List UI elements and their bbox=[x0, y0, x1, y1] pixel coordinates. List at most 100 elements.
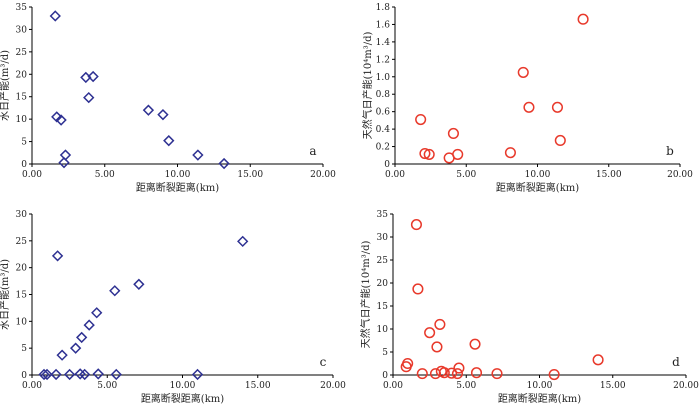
y-tick-label: 30 bbox=[16, 210, 28, 220]
data-point bbox=[548, 368, 560, 381]
data-point bbox=[110, 368, 122, 381]
x-tick-label: 5.00 bbox=[456, 381, 476, 391]
data-point bbox=[58, 156, 70, 169]
y-tick-label: 0.8 bbox=[376, 90, 391, 100]
data-point bbox=[83, 319, 95, 331]
data-point bbox=[49, 10, 61, 22]
x-tick-label: 15.00 bbox=[245, 381, 271, 391]
y-tick-label: 20 bbox=[16, 264, 28, 274]
y-tick-label: 25 bbox=[16, 48, 28, 58]
x-axis-label: 距离断裂距离(km) bbox=[136, 181, 219, 194]
data-point bbox=[438, 367, 450, 379]
data-point bbox=[423, 148, 435, 160]
y-tick-label: 5 bbox=[382, 348, 388, 358]
data-point bbox=[453, 362, 465, 374]
x-tick-label: 0.00 bbox=[22, 381, 42, 391]
data-point bbox=[419, 147, 431, 160]
data-point bbox=[429, 368, 442, 380]
data-point bbox=[191, 368, 204, 381]
data-point bbox=[469, 338, 481, 350]
data-point bbox=[83, 91, 95, 104]
y-tick-label: 15 bbox=[16, 291, 28, 301]
x-tick-label: 20.00 bbox=[667, 170, 693, 180]
panel-letter: a bbox=[309, 144, 316, 158]
chart-panel-b: 0.00 5.00 10.00 15.00 20.00 0 0.2 0.4 0.6 0.8 1.0 1… bbox=[361, 3, 693, 194]
y-tick-label: 0 bbox=[384, 160, 390, 170]
x-tick-label: 10.00 bbox=[525, 170, 551, 180]
data-point bbox=[69, 342, 82, 354]
data-point bbox=[237, 235, 249, 248]
x-tick-label: 10.00 bbox=[170, 381, 196, 391]
y-tick-label: 10 bbox=[16, 317, 28, 327]
data-point bbox=[592, 354, 604, 366]
x-tick-label: 5.00 bbox=[97, 381, 117, 391]
x-axis-label: 距离断裂距离(km) bbox=[141, 392, 224, 404]
x-axis-label: 距离断裂距离(km) bbox=[496, 181, 579, 194]
y-axis-label: 水日产能(m³/d) bbox=[0, 50, 11, 121]
x-tick-label: 0.00 bbox=[385, 170, 405, 180]
y-tick-label: 35 bbox=[16, 3, 28, 13]
data-point bbox=[55, 114, 67, 126]
y-tick-label: 1.8 bbox=[376, 3, 391, 13]
x-tick-label: 5.00 bbox=[95, 170, 115, 180]
panel-letter: c bbox=[320, 355, 327, 369]
data-point bbox=[92, 368, 104, 380]
x-tick-label: 5.00 bbox=[456, 170, 476, 180]
data-point bbox=[452, 148, 464, 160]
y-tick-label: 5 bbox=[21, 138, 27, 148]
data-point bbox=[447, 127, 459, 140]
data-point bbox=[163, 135, 175, 147]
y-tick-label: 20 bbox=[377, 279, 389, 289]
x-tick-label: 20.00 bbox=[310, 170, 336, 180]
data-point bbox=[38, 368, 50, 381]
y-tick-label: 1.4 bbox=[376, 38, 391, 48]
data-point bbox=[133, 278, 145, 290]
data-point bbox=[50, 368, 62, 381]
data-point bbox=[523, 101, 535, 113]
y-tick-label: 15 bbox=[16, 93, 28, 103]
data-point bbox=[91, 307, 103, 319]
data-point bbox=[517, 66, 529, 78]
data-point bbox=[41, 368, 53, 381]
y-tick-label: 1.6 bbox=[376, 20, 391, 30]
data-point bbox=[416, 368, 428, 380]
data-point bbox=[79, 368, 91, 381]
data-point bbox=[51, 250, 64, 262]
data-point bbox=[446, 367, 458, 379]
data-point bbox=[157, 108, 169, 121]
data-point bbox=[415, 113, 427, 126]
data-point bbox=[577, 13, 589, 25]
y-tick-label: 10 bbox=[377, 325, 389, 335]
data-point bbox=[412, 283, 424, 295]
x-tick-label: 15.00 bbox=[237, 170, 263, 180]
y-tick-label: 20 bbox=[16, 70, 28, 80]
y-tick-label: 0.2 bbox=[376, 143, 390, 153]
data-point bbox=[56, 349, 68, 361]
y-tick-label: 0.4 bbox=[376, 125, 391, 135]
y-tick-label: 25 bbox=[16, 237, 28, 247]
y-tick-label: 30 bbox=[16, 25, 28, 35]
data-point bbox=[76, 331, 88, 344]
y-tick-label: 0.6 bbox=[376, 108, 391, 118]
data-point bbox=[402, 357, 414, 370]
y-tick-label: 15 bbox=[377, 302, 389, 312]
x-tick-label: 15.00 bbox=[600, 381, 626, 391]
y-axis-label: 天然气日产能(10⁴m³/d) bbox=[359, 241, 372, 349]
x-tick-label: 10.00 bbox=[165, 170, 191, 180]
data-point bbox=[142, 104, 155, 116]
y-tick-label: 30 bbox=[377, 233, 389, 243]
data-point bbox=[491, 368, 503, 380]
chart-panel-d: 0.00 5.00 10.00 15.00 20.00 0 5 10 15 20 25 30 35 距离断… bbox=[359, 210, 699, 404]
x-tick-label: 0.00 bbox=[383, 381, 403, 391]
data-point bbox=[192, 149, 204, 161]
y-tick-label: 10 bbox=[16, 115, 28, 125]
data-point bbox=[74, 368, 86, 380]
y-axis-label: 天然气日产能(10⁴m³/d) bbox=[361, 32, 374, 140]
x-tick-label: 0.00 bbox=[22, 170, 42, 180]
data-point bbox=[51, 111, 63, 123]
data-point bbox=[470, 367, 483, 379]
data-point bbox=[451, 368, 464, 380]
data-point bbox=[87, 70, 99, 83]
y-tick-label: 25 bbox=[377, 256, 389, 266]
